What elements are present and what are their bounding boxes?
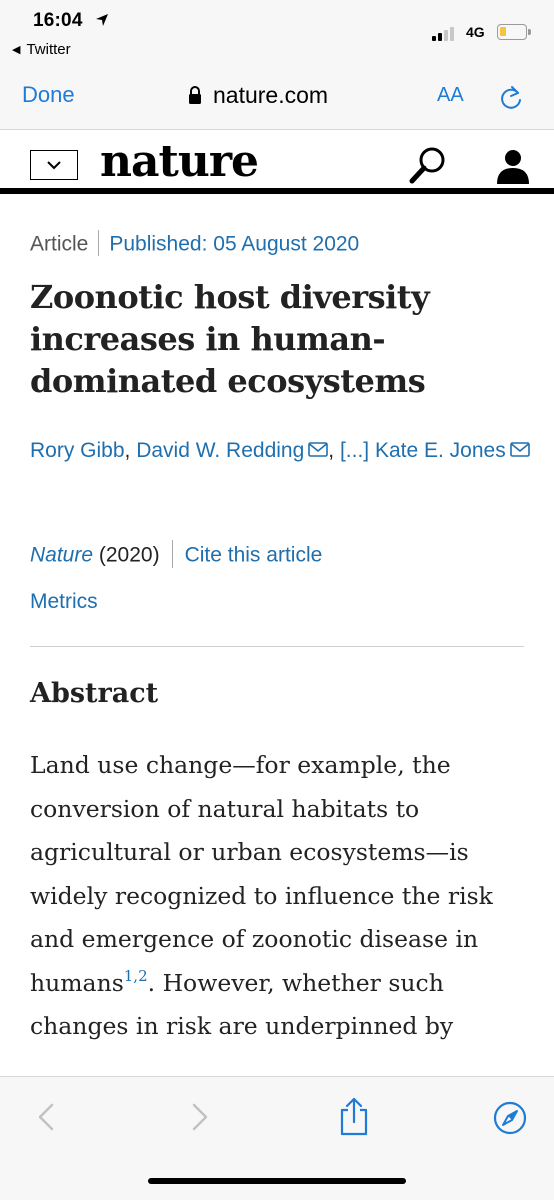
header-divider (0, 188, 554, 194)
abstract-line: agricultural or urban ecosystems—is (30, 838, 469, 866)
published-date[interactable]: Published: 05 August 2020 (109, 232, 360, 256)
text-size-label: AA (437, 84, 464, 106)
compass-icon[interactable] (493, 1101, 527, 1135)
abstract-line: widely recognized to influence the risk (30, 881, 493, 910)
signal-bar (438, 33, 442, 41)
chevron-down-icon (47, 161, 61, 170)
author-link[interactable]: [...] Kate E. Jones (339, 439, 506, 462)
mail-icon[interactable] (509, 442, 530, 457)
signal-bar (432, 36, 436, 41)
back-triangle-icon: ◀ (12, 44, 21, 56)
abstract-line: humans1,2. However, whether such (30, 962, 530, 1006)
abstract-text: Land use change—for example, the convers… (30, 744, 530, 1049)
signal-bar (450, 27, 454, 41)
reference-link[interactable]: 1,2 (123, 966, 148, 985)
menu-button[interactable] (30, 150, 78, 180)
site-logo[interactable]: nature (100, 136, 259, 187)
signal-strength-icon (432, 27, 460, 41)
author-separator: , (328, 439, 340, 462)
article-title: Zoonotic host diversity increases in hum… (30, 278, 430, 400)
signal-bar (444, 30, 448, 41)
abstract-line-end: . However, whether such (147, 968, 444, 997)
author-link[interactable]: Rory Gibb (30, 439, 125, 462)
network-type: 4G (466, 24, 485, 40)
done-button[interactable]: Done (22, 82, 75, 107)
section-divider (30, 646, 524, 647)
article-type: Article (30, 232, 89, 256)
abstract-line: and emergence of zoonotic disease in (30, 925, 479, 953)
text-size-button[interactable]: AA (437, 84, 464, 107)
reload-icon[interactable] (498, 84, 524, 112)
metrics-link[interactable]: Metrics (30, 590, 98, 613)
battery-icon (497, 24, 531, 40)
abstract-line: conversion of natural habitats to (30, 794, 420, 823)
browser-nav-bar: Done nature.com AA (0, 66, 554, 130)
location-arrow-icon (96, 14, 108, 26)
share-icon[interactable] (338, 1096, 370, 1136)
abstract-line-start: humans (30, 968, 124, 997)
battery-nub (528, 29, 531, 35)
back-app-label: Twitter (26, 41, 71, 58)
status-time: 16:04 (33, 10, 83, 31)
author-separator: , (124, 439, 137, 462)
abstract-heading: Abstract (30, 678, 159, 709)
journal-name[interactable]: Nature (30, 543, 94, 567)
search-icon[interactable] (408, 145, 448, 185)
journal-info: Nature (2020) Cite this article (30, 540, 323, 570)
mail-icon[interactable] (308, 442, 329, 457)
back-icon[interactable] (36, 1102, 56, 1132)
abstract-line: changes in risk are underpinned by (30, 1012, 454, 1040)
meta-separator (98, 230, 100, 256)
lock-icon (189, 86, 201, 104)
cite-article-link[interactable]: Cite this article (184, 543, 323, 567)
journal-separator (171, 540, 173, 568)
url-label[interactable]: nature.com (213, 82, 329, 108)
author-link[interactable]: David W. Redding (136, 439, 305, 462)
battery-fill (500, 27, 506, 36)
journal-year: (2020) (98, 543, 160, 567)
user-icon[interactable] (494, 148, 532, 186)
author-list: Rory Gibb, David W. Redding, [...] Kate … (30, 432, 530, 470)
abstract-line: Land use change—for example, the (30, 751, 451, 779)
site-header: nature (0, 130, 554, 194)
status-bar: 16:04 ◀ Twitter 4G (0, 0, 554, 66)
forward-icon[interactable] (190, 1102, 210, 1132)
back-to-app-link[interactable]: ◀ Twitter (12, 41, 71, 58)
home-indicator[interactable] (148, 1178, 406, 1184)
article-meta: Article Published: 05 August 2020 (30, 230, 360, 258)
